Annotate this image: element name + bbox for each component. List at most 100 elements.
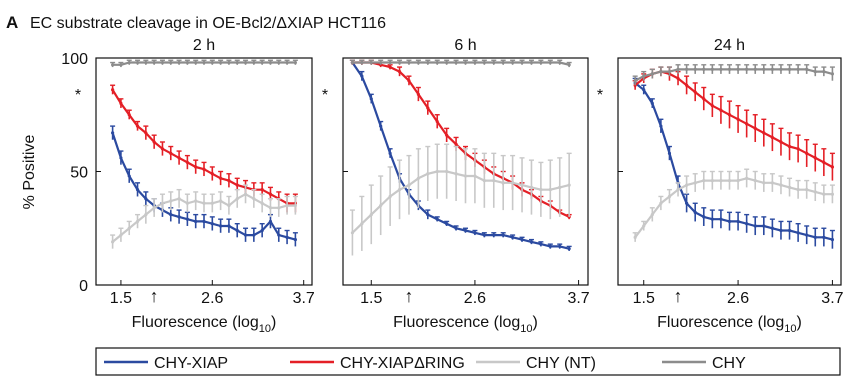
data-point (710, 217, 714, 221)
data-point (685, 201, 689, 205)
data-point (501, 60, 505, 65)
data-point (642, 88, 646, 92)
data-point (492, 233, 496, 237)
y-axis-label: % Positive (21, 135, 38, 210)
data-point (194, 60, 198, 65)
data-point (416, 92, 420, 96)
data-point (787, 67, 792, 71)
data-point (407, 60, 411, 65)
data-point (659, 70, 663, 74)
data-point (736, 67, 740, 71)
data-point (702, 97, 706, 101)
data-point (144, 131, 148, 135)
data-point (813, 156, 817, 160)
data-point (426, 213, 430, 217)
data-point (567, 247, 571, 251)
data-point (805, 67, 809, 71)
data-point (529, 240, 534, 244)
data-point (202, 60, 206, 65)
x-axis-label: Fluorescence (log10) (657, 314, 802, 335)
data-point (435, 60, 439, 65)
data-point (160, 60, 165, 65)
series-line (352, 61, 570, 218)
data-point (360, 74, 364, 78)
asterisk-marker: * (322, 87, 328, 104)
data-point (805, 188, 809, 192)
series-chy-xiap-ring (349, 59, 572, 220)
data-point (463, 174, 468, 178)
data-point (210, 60, 214, 65)
data-point (482, 60, 486, 65)
asterisk-marker: * (597, 87, 603, 104)
x-axis-label: Fluorescence (log10) (132, 314, 277, 335)
data-point (252, 60, 256, 65)
data-point (511, 60, 515, 65)
data-point (753, 67, 757, 71)
subplot-6-h: 6 h 1.5 2.6 3.7 ↑ * Fluorescence (log10) (322, 37, 590, 335)
data-point (243, 192, 248, 196)
legend-label: CHY-XIAPΔRING (340, 355, 465, 372)
data-point (830, 192, 835, 196)
data-point (727, 113, 732, 117)
data-point (501, 233, 505, 237)
panel-letter: A (6, 13, 18, 32)
data-point (796, 188, 800, 192)
data-point (473, 231, 477, 235)
data-point (693, 67, 697, 71)
data-point (796, 67, 800, 71)
data-point (127, 226, 131, 230)
subplot-title: 24 h (714, 37, 745, 54)
data-point (152, 206, 156, 210)
data-point (473, 174, 477, 178)
data-point (445, 133, 449, 137)
data-point (642, 224, 646, 228)
data-point (260, 60, 264, 65)
data-point (830, 238, 835, 242)
data-point (693, 210, 697, 214)
data-point (369, 213, 373, 217)
data-point (285, 60, 289, 65)
data-point (454, 142, 458, 146)
data-point (260, 201, 264, 205)
data-point (194, 165, 198, 169)
data-point (753, 126, 757, 130)
data-point (268, 206, 273, 210)
data-point (710, 104, 714, 108)
series-line (634, 177, 833, 238)
data-point (501, 181, 505, 185)
arrow-marker: ↑ (150, 286, 159, 306)
data-point (219, 176, 223, 180)
data-point (667, 70, 672, 74)
x-tick-label: 2.6 (201, 290, 223, 307)
data-point (492, 178, 496, 183)
data-point (762, 181, 766, 185)
data-point (676, 76, 680, 81)
data-point (762, 224, 766, 228)
data-point (369, 97, 373, 101)
legend-box (95, 347, 841, 376)
data-point (185, 60, 189, 65)
data-point (520, 60, 524, 65)
data-point (407, 79, 411, 83)
data-point (235, 60, 239, 65)
data-point (369, 60, 373, 65)
data-point (293, 203, 297, 208)
data-point (463, 60, 468, 65)
data-point (235, 183, 239, 187)
subplots-group: 2 h 0 50 100 1.5 2.6 3.7 ↑ * Fluorescence (log10)… (61, 37, 843, 335)
data-point (762, 67, 766, 71)
data-point (119, 101, 123, 105)
data-point (482, 233, 486, 237)
series-chy (632, 64, 835, 86)
legend-label: CHY (NT) (526, 355, 596, 372)
data-point (702, 67, 706, 71)
data-point (135, 188, 140, 192)
legend-item-chy-xiap-ring: CHY-XIAPΔRING (290, 355, 465, 372)
subplot-title: 2 h (193, 37, 215, 54)
series-chy-xiap-ring (110, 84, 298, 213)
data-point (360, 60, 364, 65)
data-point (805, 151, 809, 155)
data-point (454, 60, 458, 65)
data-point (511, 181, 515, 185)
data-point (745, 122, 749, 126)
